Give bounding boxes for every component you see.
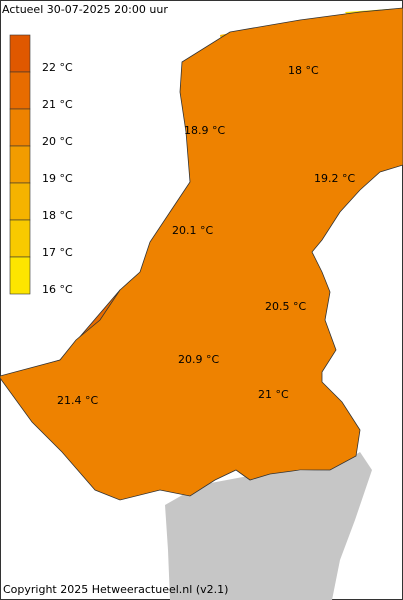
legend-label: 16 °C	[42, 283, 73, 296]
legend-label: 20 °C	[42, 135, 73, 148]
legend-swatch	[9, 182, 31, 221]
legend-swatch	[9, 108, 31, 147]
legend-label: 21 °C	[42, 98, 73, 111]
legend-swatch	[9, 219, 31, 258]
temp-label: 19.2 °C	[314, 172, 355, 185]
legend-swatch	[9, 256, 31, 295]
outside-region	[165, 452, 372, 600]
legend: 22 °C 21 °C 20 °C 19 °C 18 °C 17 °C 16 °C	[9, 34, 73, 296]
temp-label: 20.5 °C	[265, 300, 306, 313]
temp-label: 20.1 °C	[172, 224, 213, 237]
legend-swatch	[9, 71, 31, 110]
legend-label: 18 °C	[42, 209, 73, 222]
legend-swatch	[9, 145, 31, 184]
legend-label: 17 °C	[42, 246, 73, 259]
copyright: Copyright 2025 Hetweeractueel.nl (v2.1)	[3, 583, 228, 596]
temp-label: 18.9 °C	[184, 124, 225, 137]
temp-label: 21.4 °C	[57, 394, 98, 407]
title: Actueel 30-07-2025 20:00 uur	[2, 3, 168, 16]
legend-swatch	[9, 34, 31, 73]
temp-label: 20.9 °C	[178, 353, 219, 366]
temp-label: 21 °C	[258, 388, 289, 401]
legend-label: 22 °C	[42, 61, 73, 74]
legend-label: 19 °C	[42, 172, 73, 185]
temp-label: 18 °C	[288, 64, 319, 77]
